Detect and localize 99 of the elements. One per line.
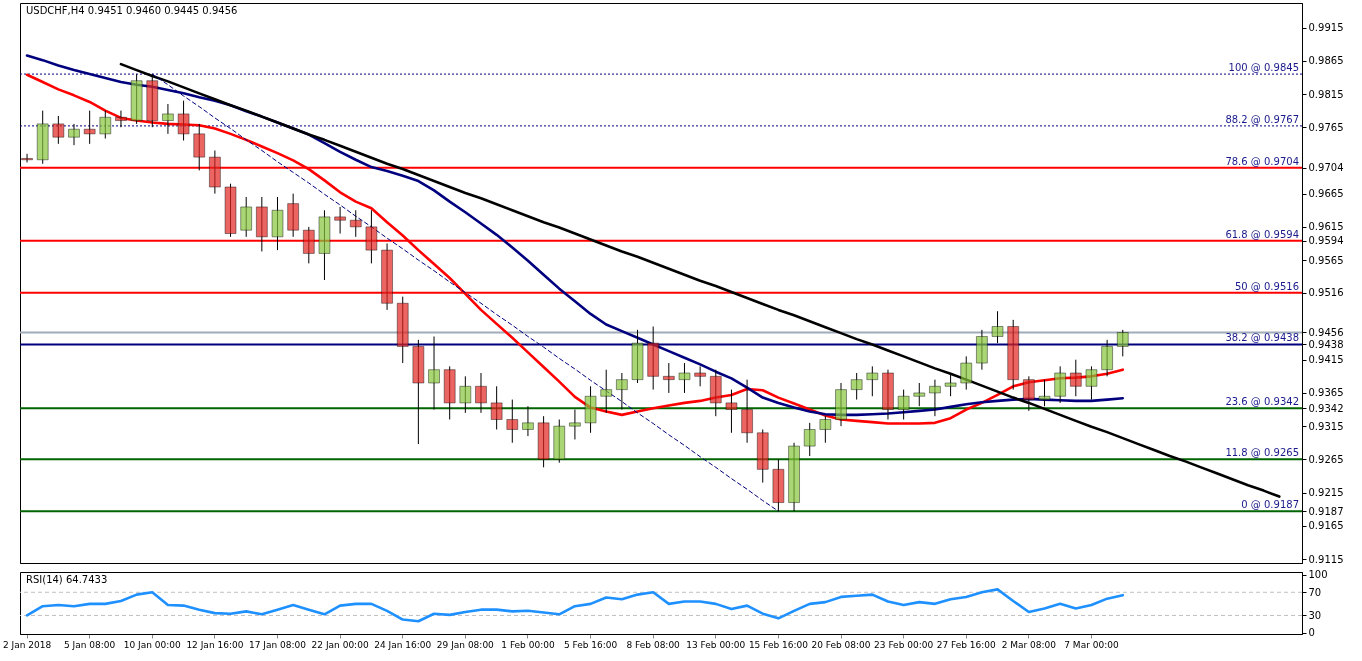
- x-tick-label: 2 Jan 2018: [2, 639, 52, 650]
- candlestick: [1070, 359, 1082, 397]
- candlestick: [334, 206, 346, 235]
- candlestick: [177, 100, 190, 142]
- x-tick-label: 5 Feb 16:00: [563, 639, 618, 650]
- candlestick: [944, 372, 957, 397]
- candlestick: [897, 389, 910, 421]
- candlestick: [522, 405, 534, 437]
- x-tick-label: 2 Mar 08:00: [1001, 639, 1057, 650]
- y-tick-label: 0.9265: [1308, 453, 1344, 465]
- x-tick-label: 12 Jan 16:00: [186, 639, 244, 650]
- x-tick-label: 8 Feb 08:00: [626, 639, 681, 650]
- candlestick: [1023, 375, 1035, 412]
- candlestick: [1101, 339, 1113, 377]
- y-tick-label: 0.9594: [1308, 235, 1344, 247]
- x-tick-label: 5 Jan 08:00: [64, 639, 116, 650]
- x-tick-label: 15 Feb 16:00: [748, 639, 809, 650]
- y-tick-label: 0.9565: [1308, 254, 1344, 266]
- y-tick-label: 0.9315: [1308, 420, 1344, 432]
- ref-line-label: 88.2 @ 0.9767: [1225, 113, 1299, 125]
- y-tick-label: 70: [1308, 586, 1322, 598]
- candlestick: [162, 103, 174, 135]
- y-tick-label: 0.9165: [1308, 520, 1344, 532]
- ref-line-label: 78.6 @ 0.9704: [1225, 155, 1299, 167]
- candlestick: [365, 209, 378, 264]
- y-tick-label: 0.9115: [1308, 553, 1344, 565]
- candlestick: [506, 399, 519, 444]
- candlestick: [428, 335, 440, 411]
- x-tick-label: 23 Feb 00:00: [874, 639, 934, 650]
- candlestick: [819, 415, 832, 444]
- y-tick-label: 0.9665: [1308, 188, 1344, 200]
- candlestick: [803, 422, 816, 457]
- ref-line-label: 11.8 @ 0.9265: [1225, 447, 1299, 459]
- ref-line-label: 50 @ 0.9516: [1234, 280, 1299, 292]
- candlestick: [68, 123, 80, 146]
- candlestick: [459, 375, 472, 414]
- y-tick-label: 0.9415: [1308, 354, 1344, 366]
- candlestick: [349, 209, 362, 238]
- y-tick-label: 0.9615: [1308, 221, 1344, 233]
- candlestick: [475, 372, 487, 414]
- y-tick-label: 0.9915: [1308, 22, 1344, 34]
- x-tick-label: 7 Mar 00:00: [1064, 639, 1119, 650]
- candlestick: [866, 365, 879, 397]
- chart-title: USDCHF,H4 0.9451 0.9460 0.9445 0.9456: [26, 5, 238, 16]
- ref-line-label: 0 @ 0.9187: [1241, 499, 1299, 511]
- candlestick: [850, 372, 863, 401]
- y-tick-label: 0.9765: [1308, 121, 1344, 133]
- y-tick-label: 0.9187: [1308, 505, 1344, 517]
- candlestick: [490, 385, 503, 430]
- x-tick-label: 1 Feb 00:00: [501, 639, 555, 650]
- y-tick-label: 0.9456: [1308, 326, 1344, 338]
- x-tick-label: 22 Jan 00:00: [311, 639, 369, 650]
- candlestick: [1085, 365, 1098, 401]
- x-tick-label: 13 Feb 00:00: [686, 639, 746, 650]
- candlestick: [303, 226, 315, 264]
- candlestick: [960, 355, 973, 391]
- candlestick: [600, 369, 612, 414]
- candlestick: [115, 110, 127, 128]
- y-tick-label: 0.9438: [1308, 338, 1344, 350]
- y-tick-label: 0.9365: [1308, 387, 1344, 399]
- candlestick: [694, 365, 706, 387]
- y-tick-label: 0.9215: [1308, 487, 1344, 499]
- candlestick: [1038, 379, 1051, 407]
- y-tick-label: 30: [1308, 609, 1322, 621]
- x-tick-label: 27 Feb 16:00: [936, 639, 997, 650]
- candlestick: [83, 110, 96, 145]
- ref-line-label: 38.2 @ 0.9438: [1225, 332, 1299, 344]
- x-tick-label: 20 Feb 08:00: [811, 639, 871, 650]
- ref-line-label: 23.6 @ 0.9342: [1225, 396, 1299, 408]
- candlestick: [99, 110, 112, 140]
- y-tick-label: 0.9704: [1308, 162, 1344, 174]
- ref-line-label: 61.8 @ 0.9594: [1225, 228, 1299, 240]
- y-tick-label: 0.9815: [1308, 88, 1344, 100]
- candlestick: [616, 372, 628, 411]
- y-tick-label: 0.9342: [1308, 402, 1344, 414]
- line-series: [25, 588, 1125, 623]
- y-tick-label: 100: [1308, 569, 1328, 581]
- x-tick-label: 10 Jan 00:00: [123, 639, 182, 650]
- y-tick-label: 0.9516: [1308, 287, 1344, 299]
- x-tick-label: 24 Jan 16:00: [374, 639, 432, 650]
- chart-title: RSI(14) 64.7433: [26, 574, 108, 585]
- ref-line-label: 100 @ 0.9845: [1228, 62, 1299, 74]
- candlestick: [240, 196, 252, 238]
- candlestick: [913, 382, 926, 407]
- y-tick-label: 0: [1308, 627, 1315, 639]
- candlestick: [725, 389, 738, 434]
- candlestick: [741, 379, 753, 444]
- candlestick: [193, 123, 206, 171]
- y-tick-label: 0.9865: [1308, 55, 1344, 67]
- candlestick: [569, 409, 581, 440]
- candlestick: [929, 379, 941, 417]
- candlestick: [1116, 329, 1129, 357]
- candlestick: [678, 362, 691, 394]
- candlestick: [991, 310, 1004, 344]
- candlestick: [1054, 365, 1066, 404]
- candlestick: [52, 115, 65, 145]
- x-tick-label: 17 Jan 08:00: [249, 639, 307, 650]
- candlestick: [663, 362, 675, 394]
- x-tick-label: 29 Jan 08:00: [436, 639, 495, 650]
